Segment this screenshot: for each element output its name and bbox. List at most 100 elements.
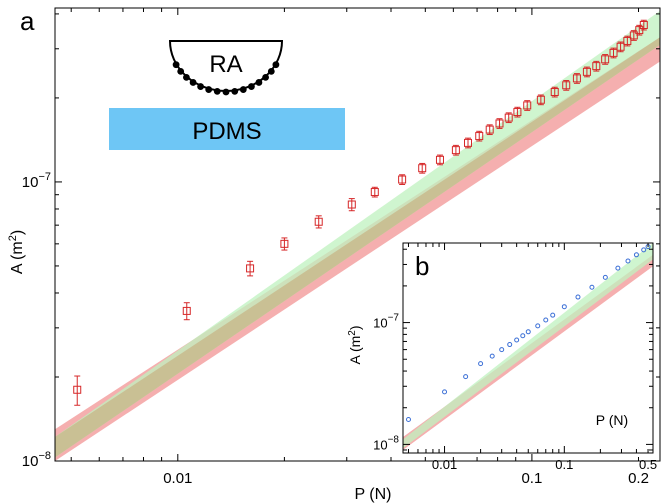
square-marker [246,264,255,273]
inset-circle-marker [463,374,469,380]
panel-b-letter: b [415,251,429,281]
inset-circle-marker [550,312,556,318]
asperity-dot [177,67,185,75]
inset-prediction-bands [403,243,653,450]
square-marker [523,101,532,110]
square-marker [562,81,571,90]
asperity-dot [267,67,275,75]
inset-y-tick-exponent: −8 [388,434,400,445]
main-data-point [504,112,513,124]
main-data-point [601,54,610,65]
main-data-point [513,106,522,118]
asperity-dot [213,87,221,95]
main-x-tick-label: 0.2 [628,470,649,487]
inset-circle-marker [589,284,595,290]
main-data-point [629,30,638,41]
inset-y-axis-label-close: ) [347,325,363,330]
indenter-schematic: RA [168,40,284,96]
main-x-tick-label: 0.1 [521,470,542,487]
inset-y-axis-label-base: A (m [347,336,363,365]
square-marker [601,55,610,64]
main-band-overlap [55,37,660,458]
inset-band-1 [403,243,653,449]
main-y-axis-label-base: A (m [9,241,26,274]
inset-x-tick-label: 0.5 [639,457,657,472]
square-marker [572,74,581,83]
square-marker [314,217,323,226]
square-marker [370,188,379,197]
main-y-ticks: 10−810−7 [22,13,660,470]
square-marker [280,239,289,248]
main-x-ticks: 0.01 0.1 0.2 [70,8,649,487]
inset-circle-marker [514,337,520,343]
main-y-tick-label: 10−7 [22,171,51,191]
pdms-rect [109,108,345,150]
main-y-tick-exponent: −7 [38,171,51,183]
square-marker [623,36,632,45]
inset-circle-marker [602,274,608,280]
square-marker [347,200,356,209]
inset-x-ticks: 0.01 0.1 0.5 [407,243,657,472]
substrate-block: PDMS [109,108,345,150]
asperity-dot [231,87,239,95]
main-data-point [523,100,532,111]
main-data-point [639,19,648,31]
main-data-point [182,302,191,321]
main-data-point [475,130,484,142]
inset-circle-marker [405,417,411,423]
asperity-dot [272,61,280,69]
main-data-point [314,215,323,229]
main-x-axis-label: P (N) [354,486,391,503]
main-y-tick-label: 10−8 [22,450,51,470]
main-data-point [616,41,625,53]
asperity-dot [183,73,190,81]
asperity-dots [172,61,280,96]
inset-circle-marker [525,329,531,335]
asperity-dot [222,88,230,96]
inset-circle-marker [507,342,513,348]
asperity-dot [172,61,180,69]
square-marker [485,125,494,134]
main-x-tick-label: 0.01 [163,470,192,487]
main-data-point [464,137,473,149]
inset-x-tick-label: 0.01 [432,457,457,472]
main-data-point [562,80,571,91]
main-y-axis-label-sup: 2 [7,235,19,241]
inset-y-tick-label: 10−8 [373,434,399,452]
inset-circle-marker [478,361,484,367]
asperity-dot [205,86,213,93]
asperity-dot [197,83,204,90]
main-data-point [592,60,601,72]
inset-circle-marker [615,265,621,271]
inset-circle-marker [489,353,495,359]
inset-circle-marker [641,247,647,253]
panel-a-letter: a [20,6,35,36]
main-data-point [347,198,356,212]
square-marker [451,146,460,155]
square-marker [592,62,601,71]
main-y-tick-base: 10 [22,453,39,470]
inset-circle-marker [575,294,581,300]
inset-y-ticks: 10−810−7 [373,248,653,452]
inset-circle-marker [561,304,567,310]
inset-circle-marker [543,317,549,323]
inset-y-tick-exponent: −7 [388,313,400,324]
inset-circle-marker [520,333,526,339]
asperity-dot [262,73,269,81]
square-marker [616,42,625,51]
square-marker [582,67,591,76]
asperity-dot [239,86,247,93]
square-marker [435,155,444,164]
asperity-dot [248,83,255,90]
inset-circle-marker [499,347,505,353]
asperity-dot [255,79,263,86]
inset-data-points [405,244,651,423]
square-marker [398,175,407,184]
main-data-points [73,19,648,406]
inset-circle-marker [633,252,639,258]
inset-circle-marker [535,323,541,329]
main-data-point [370,186,379,198]
main-y-axis-label-close: ) [9,230,26,235]
square-marker [639,21,648,30]
